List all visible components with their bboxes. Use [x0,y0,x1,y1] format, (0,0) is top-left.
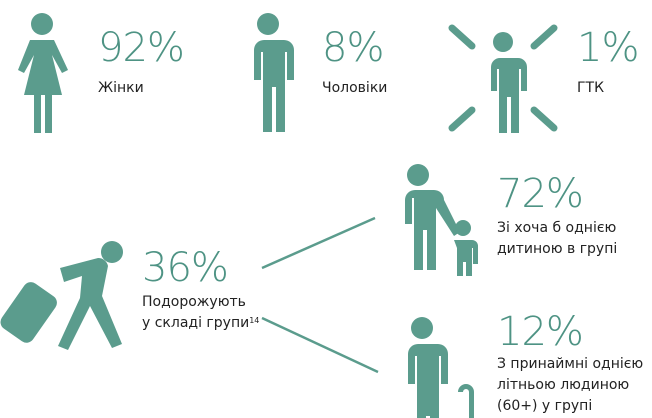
stat-label: Чоловіки [322,80,388,96]
connectors [261,216,379,374]
detail-value: 12% [497,309,584,355]
stat-label: Жінки [98,80,144,96]
stat-value: 1% [577,25,639,71]
label-line: Подорожують [142,294,246,310]
elderly-icon [406,317,474,418]
woman-icon [18,13,68,133]
label-line: Зі хоча б однією [497,220,617,236]
detail-label: Зі хоча б однією дитиною в групі [497,218,617,260]
label-text: у складі групи [142,315,250,331]
detail-value: 72% [497,171,584,217]
label-line: у складі групи14 [142,313,259,334]
label-line: літньою людиною [497,377,630,393]
man-icon [252,13,294,132]
label-line: (60+) у групі [497,398,593,414]
detail-label: З принаймні однією літньою людиною (60+)… [497,354,643,417]
stat-value: 8% [322,25,384,71]
label-line: дитиною в групі [497,241,618,257]
stat-value: 92% [98,25,185,71]
footnote: 14 [249,316,260,325]
traveler-icon [0,241,123,350]
stat-label: ГТК [577,80,605,96]
label-line: З принаймні однією [497,356,644,372]
group-label: Подорожують у складі групи14 [142,292,259,334]
group-value: 36% [142,245,229,291]
parent-child-icon [402,164,478,276]
gtk-icon [448,24,558,133]
